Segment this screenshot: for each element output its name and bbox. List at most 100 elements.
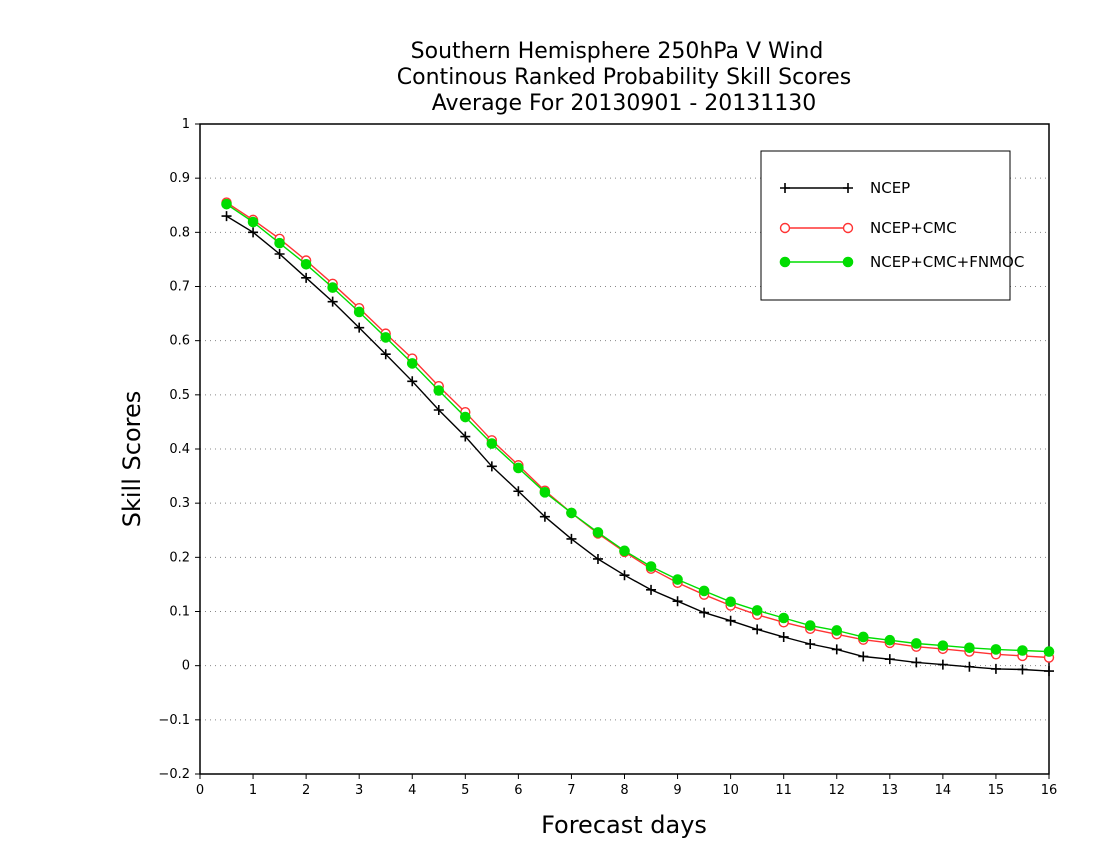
data-point	[672, 574, 683, 585]
x-tick-label: 5	[461, 783, 469, 798]
data-point	[964, 661, 975, 672]
data-point	[248, 227, 259, 238]
data-point	[804, 620, 816, 631]
data-point	[460, 431, 471, 442]
data-point	[805, 639, 816, 649]
x-tick-label: 15	[988, 783, 1005, 798]
data-point	[486, 438, 498, 449]
y-tick-label: 0.7	[169, 280, 190, 295]
data-point	[433, 405, 444, 415]
data-point	[221, 198, 232, 210]
x-tick-label: 10	[722, 783, 739, 798]
data-point	[619, 570, 630, 581]
data-point	[646, 584, 657, 595]
data-point	[274, 249, 285, 259]
data-point	[513, 462, 524, 474]
y-tick-label: 1	[182, 117, 190, 132]
series-2	[221, 198, 1055, 657]
data-point	[566, 533, 577, 544]
data-point	[300, 258, 312, 270]
x-axis-label: Forecast days	[541, 811, 707, 839]
data-point	[990, 663, 1001, 674]
data-point	[1017, 645, 1028, 656]
x-tick-label: 12	[828, 783, 845, 798]
data-point	[778, 631, 789, 642]
data-point	[751, 605, 763, 616]
y-tick-label: 0.6	[169, 334, 190, 349]
x-tick-label: 16	[1041, 783, 1058, 798]
data-point	[460, 411, 471, 423]
data-point	[274, 237, 285, 249]
data-point	[353, 306, 365, 318]
y-axis-ticks: −0.2 −0.1 0 0.1 0.2 0.3 0.4 0.5 0.6 0.7 0.8 0.9 1	[158, 117, 200, 782]
y-axis-label: Skill Scores	[118, 391, 146, 528]
legend-marker	[842, 256, 854, 268]
x-tick-label: 4	[408, 783, 416, 798]
data-point	[592, 553, 603, 564]
legend-marker	[843, 183, 853, 193]
data-point	[725, 596, 736, 608]
data-point	[937, 659, 948, 670]
chart-title: Southern Hemisphere 250hPa V Wind Contin…	[397, 39, 851, 116]
x-axis-ticks: 0 1 2 3 4 5 6 7 8 9 10 11 12 13 14 15 16	[196, 774, 1057, 798]
data-point	[911, 638, 922, 649]
legend-label: NCEP+CMC+FNMOC	[870, 253, 1024, 271]
data-point	[1017, 664, 1028, 675]
data-point	[858, 651, 869, 662]
data-point	[911, 657, 922, 668]
y-tick-label: 0.2	[169, 550, 190, 565]
x-tick-label: 13	[882, 783, 899, 798]
legend: NCEP NCEP+CMC NCEP+CMC+FNMOC	[760, 150, 1024, 301]
x-tick-label: 2	[302, 783, 310, 798]
data-point	[433, 385, 445, 396]
data-point	[592, 527, 604, 538]
y-tick-label: −0.1	[158, 713, 190, 728]
data-point	[698, 585, 710, 597]
y-tick-label: 0.5	[169, 388, 190, 403]
y-tick-label: 0.4	[169, 442, 190, 457]
x-tick-label: 0	[196, 783, 204, 798]
chart-title-line-2: Continous Ranked Probability Skill Score…	[397, 65, 851, 90]
data-point	[566, 507, 577, 519]
legend-item-2: NCEP+CMC+FNMOC	[779, 253, 1024, 271]
data-point	[645, 561, 657, 572]
y-tick-label: 0.9	[169, 171, 190, 186]
data-point	[725, 615, 736, 626]
legend-item-0: NCEP	[780, 179, 910, 197]
data-point	[247, 216, 259, 228]
data-point	[964, 642, 975, 654]
data-point	[354, 322, 365, 333]
legend-marker	[779, 222, 791, 234]
chart-title-line-1: Southern Hemisphere 250hPa V Wind	[411, 39, 824, 64]
y-tick-label: 0.1	[169, 605, 190, 620]
x-tick-label: 1	[249, 783, 257, 798]
x-tick-label: 11	[775, 783, 792, 798]
data-point	[486, 461, 497, 472]
data-point	[884, 654, 895, 665]
data-point	[380, 349, 391, 360]
data-point	[672, 596, 683, 607]
data-point	[380, 332, 392, 343]
data-point	[990, 644, 1002, 655]
x-tick-label: 6	[514, 783, 522, 798]
data-point	[937, 640, 949, 651]
data-point	[539, 511, 550, 522]
data-point	[831, 625, 843, 636]
legend-marker	[779, 256, 791, 268]
data-point	[327, 296, 338, 307]
y-tick-label: −0.2	[158, 767, 190, 782]
y-tick-label: 0.3	[169, 496, 190, 511]
data-point	[778, 612, 789, 624]
data-point	[513, 486, 524, 497]
data-point	[1043, 646, 1055, 657]
data-point	[699, 607, 710, 618]
legend-label: NCEP	[870, 179, 910, 197]
y-tick-label: 0	[182, 659, 190, 674]
data-point	[327, 282, 338, 293]
legend-marker	[780, 183, 790, 193]
legend-marker	[842, 222, 854, 234]
series-0	[221, 211, 1054, 677]
x-tick-label: 3	[355, 783, 363, 798]
data-point	[884, 634, 896, 646]
data-point	[406, 358, 418, 369]
